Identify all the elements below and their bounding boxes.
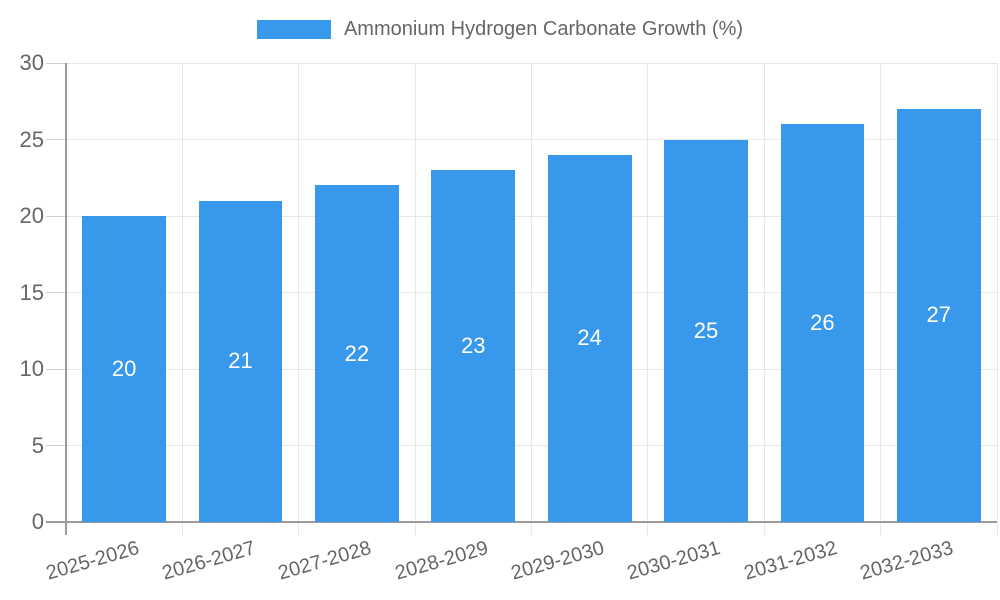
x-axis-tick-label: 2027-2028 <box>275 537 375 585</box>
bar-value-label: 21 <box>228 348 253 374</box>
y-axis-tick-label: 25 <box>19 126 44 152</box>
v-gridline <box>763 63 765 535</box>
y-axis-tick-label: 30 <box>19 50 44 75</box>
v-gridline <box>880 63 882 535</box>
v-gridline <box>298 63 300 535</box>
bar-value-label: 27 <box>926 302 952 328</box>
v-gridline <box>996 63 998 535</box>
v-gridline <box>414 63 416 535</box>
v-gridline <box>647 63 649 535</box>
bar[interactable] <box>198 200 283 522</box>
bar[interactable] <box>896 108 981 522</box>
bar[interactable] <box>315 185 399 522</box>
y-axis-tick <box>46 62 66 64</box>
bar[interactable] <box>547 154 632 522</box>
legend-label: Ammonium Hydrogen Carbonate Growth (%) <box>343 18 744 40</box>
x-axis-tick-label: 2025-2026 <box>43 537 142 585</box>
y-axis-line <box>65 63 67 535</box>
x-axis-line <box>46 521 997 523</box>
legend-swatch <box>256 20 331 39</box>
y-axis-tick <box>46 215 66 217</box>
y-axis-tick <box>46 292 66 293</box>
x-axis-tick-label: 2030-2031 <box>625 537 724 585</box>
y-axis-tick <box>46 445 66 446</box>
legend-item[interactable]: Ammonium Hydrogen Carbonate Growth (%) <box>256 18 744 41</box>
y-axis-tick <box>46 139 66 140</box>
bar-value-label: 26 <box>810 310 835 336</box>
bar-value-label: 20 <box>111 356 137 381</box>
x-axis-tick-label: 2028-2029 <box>392 537 491 585</box>
y-axis-tick-label: 10 <box>19 356 44 381</box>
x-axis-tick-label: 2026-2027 <box>159 537 258 585</box>
y-axis-tick-label: 15 <box>19 279 44 305</box>
bar[interactable] <box>664 139 748 522</box>
bar-value-label: 24 <box>577 325 602 351</box>
y-axis-tick-label: 5 <box>31 432 44 458</box>
y-axis-tick-label: 0 <box>31 509 44 534</box>
y-axis-tick-label: 20 <box>19 203 44 228</box>
bar[interactable] <box>431 170 516 522</box>
bar-value-label: 23 <box>461 333 486 359</box>
bar-value-label: 25 <box>693 317 719 343</box>
v-gridline <box>181 63 183 535</box>
x-axis-tick-label: 2032-2033 <box>857 537 956 585</box>
x-axis-tick-label: 2031-2032 <box>741 537 840 585</box>
bar-value-label: 22 <box>344 340 370 366</box>
bar[interactable] <box>780 124 865 522</box>
bar[interactable] <box>82 216 167 522</box>
v-gridline <box>531 63 532 535</box>
x-axis-tick-label: 2029-2030 <box>508 537 607 585</box>
y-axis-tick <box>46 368 66 370</box>
legend: Ammonium Hydrogen Carbonate Growth (%) <box>0 18 1000 41</box>
